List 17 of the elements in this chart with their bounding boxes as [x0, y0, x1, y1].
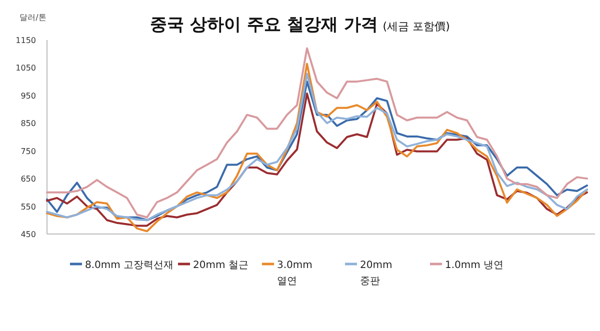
y-tick-label: 450 [20, 230, 36, 239]
y-axis-title: 달러/톤 [20, 13, 46, 22]
legend-label: 3.0mm 열연 [277, 260, 312, 287]
legend-label: 8.0mm 고장력선재 [85, 260, 174, 271]
y-tick-label: 750 [20, 146, 36, 156]
y-tick-label: 550 [20, 202, 36, 212]
y-tick-label: 950 [20, 91, 36, 100]
legend-label: 20mm 중판 [360, 260, 392, 287]
y-tick-label: 850 [20, 119, 36, 128]
legend-label: 1.0mm 냉연 [445, 260, 504, 271]
y-tick-label: 1150 [16, 36, 36, 45]
chart-subtitle: (세금 포함價) [382, 20, 450, 33]
y-tick-label: 650 [20, 174, 36, 184]
legend-label: 20mm 철근 [193, 260, 248, 271]
chart-title: 중국 상하이 주요 철강재 가격 [150, 15, 378, 35]
y-tick-label: 1050 [16, 64, 36, 73]
line-series [46, 47, 588, 218]
